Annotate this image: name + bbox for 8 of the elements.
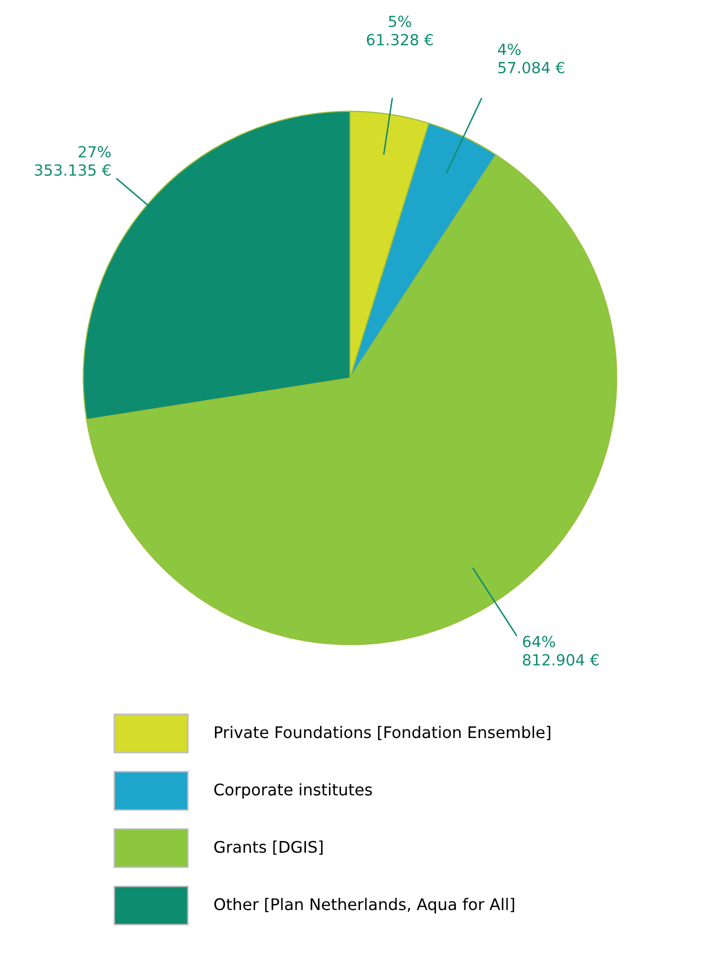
data-label: 5% 61.328 € xyxy=(366,16,433,46)
legend-label: Private Foundations [Fondation Ensemble] xyxy=(214,726,550,740)
data-label: 64% 812.904 € xyxy=(522,636,599,666)
legend-label: Grants [DGIS] xyxy=(214,840,323,855)
legend-label: Corporate institutes xyxy=(214,783,372,799)
data-label: 4% 57.084 € xyxy=(498,44,564,74)
data-label: 27% 353.135 € xyxy=(34,146,111,176)
legend-label: Other [Plan Netherlands, Aqua for All] xyxy=(214,898,514,914)
